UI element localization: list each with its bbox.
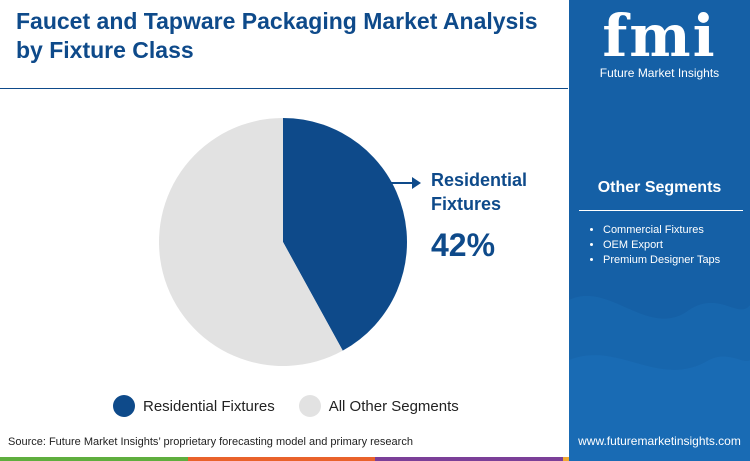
callout-arrow-icon	[390, 177, 421, 189]
bottom-bar-orange	[187, 457, 375, 461]
chart-title: Faucet and Tapware Packaging Market Anal…	[16, 8, 538, 63]
legend-swatch-residential	[113, 395, 135, 417]
source-note: Source: Future Market Insights’ propriet…	[8, 436, 413, 448]
title-divider	[0, 88, 568, 89]
legend-label-other: All Other Segments	[328, 397, 459, 415]
other-segment-item: Commercial Fixtures	[603, 223, 720, 238]
brand-logo-mark: fmi	[602, 2, 717, 70]
legend-label-residential: Residential Fixtures	[143, 397, 275, 415]
sidebar-wave-decoration	[569, 295, 750, 461]
brand-name: Future Market Insights	[599, 66, 720, 80]
chart-legend: Residential Fixtures All Other Segments	[113, 395, 483, 417]
other-segment-item: Premium Designer Taps	[603, 253, 720, 268]
website-link[interactable]: www.futuremarketinsights.com	[578, 434, 741, 448]
pie-chart	[159, 118, 407, 366]
pie-slice-all-other-segments	[159, 118, 343, 366]
callout-value: 42%	[431, 227, 496, 263]
legend-item-other: All Other Segments	[298, 395, 459, 417]
other-segments-title: Other Segments	[597, 179, 722, 196]
other-segments-list: Commercial Fixtures OEM Export Premium D…	[589, 223, 720, 268]
legend-swatch-other	[298, 395, 321, 417]
other-segment-item: OEM Export	[603, 238, 720, 253]
bottom-bar-green	[0, 457, 188, 461]
pie-slice-residential-fixtures	[283, 118, 407, 351]
other-segments-divider	[579, 210, 743, 211]
bottom-bar-purple	[375, 457, 563, 461]
sidebar-panel: fmi Future Market Insights Other Segment…	[569, 0, 750, 461]
legend-item-residential: Residential Fixtures	[113, 395, 275, 417]
brand-logo[interactable]: fmi Future Market Insights	[569, 6, 750, 80]
callout-label: Residential Fixtures	[431, 170, 528, 214]
